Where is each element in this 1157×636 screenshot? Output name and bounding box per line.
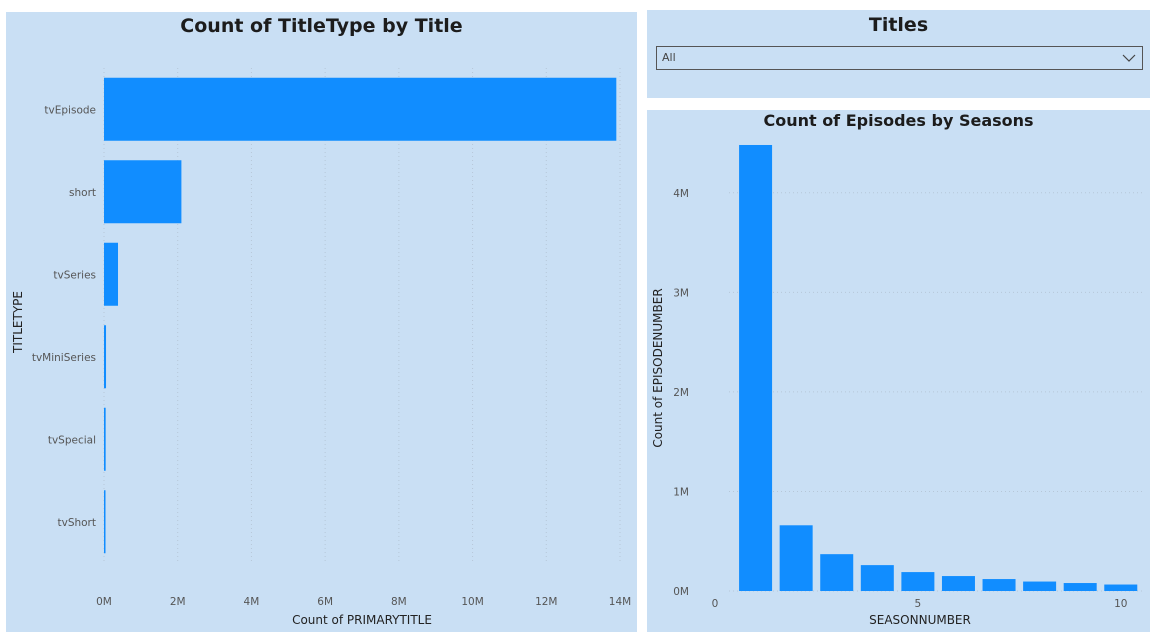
bar bbox=[779, 525, 813, 591]
y-tick-label: 1M bbox=[673, 486, 689, 498]
y-axis-title: Count of EPISODENUMBER bbox=[651, 288, 665, 447]
y-axis-title: TITLETYPE bbox=[11, 291, 25, 354]
bar bbox=[104, 160, 182, 224]
y-category-label: tvShort bbox=[57, 517, 96, 529]
bar bbox=[104, 325, 107, 389]
y-tick-label: 0M bbox=[673, 586, 689, 598]
titles-slicer-panel: Titles All bbox=[647, 10, 1150, 98]
bar bbox=[104, 407, 106, 471]
y-tick-label: 4M bbox=[673, 188, 689, 200]
x-tick-label: 2M bbox=[170, 596, 186, 608]
bar bbox=[860, 565, 894, 591]
x-tick-label: 10 bbox=[1114, 598, 1127, 610]
episodes-bar-chart: 0M 1M 2M 3M 4M 0 5 10 SEASONNUMBER Count of EPISO… bbox=[651, 144, 1143, 627]
bar bbox=[1063, 583, 1097, 591]
titletype-bar-chart: 0M 2M 4M 6M 8M 10M 12M 14M tvEpisode short tvSerie… bbox=[11, 68, 631, 627]
y-category-label: tvEpisode bbox=[44, 104, 96, 116]
x-tick-label: 0 bbox=[712, 598, 719, 610]
x-tick-label: 0M bbox=[96, 596, 112, 608]
chevron-down-icon bbox=[1122, 54, 1136, 62]
titles-dropdown[interactable]: All bbox=[656, 46, 1143, 70]
bar bbox=[982, 579, 1016, 591]
bar bbox=[104, 490, 106, 554]
y-tick-label: 2M bbox=[673, 387, 689, 399]
bar bbox=[104, 242, 119, 306]
bar bbox=[901, 572, 935, 591]
x-axis-title: Count of PRIMARYTITLE bbox=[292, 613, 432, 627]
bar bbox=[739, 144, 773, 591]
slicer-title: Titles bbox=[868, 14, 929, 36]
y-category-label: tvMiniSeries bbox=[32, 352, 96, 364]
x-tick-label: 12M bbox=[535, 596, 557, 608]
x-tick-label: 14M bbox=[609, 596, 631, 608]
bar bbox=[941, 576, 975, 591]
x-tick-label: 10M bbox=[461, 596, 483, 608]
bar bbox=[1023, 581, 1057, 591]
bar bbox=[820, 554, 854, 591]
x-tick-label: 4M bbox=[244, 596, 260, 608]
x-tick-label: 8M bbox=[391, 596, 407, 608]
dropdown-selected-value: All bbox=[662, 51, 676, 64]
chart-title: Count of Episodes by Seasons bbox=[763, 111, 1034, 130]
x-axis-title: SEASONNUMBER bbox=[869, 613, 971, 627]
x-tick-label: 6M bbox=[317, 596, 333, 608]
y-category-label: tvSpecial bbox=[48, 434, 96, 446]
y-category-label: short bbox=[69, 187, 96, 199]
y-category-label: tvSeries bbox=[53, 269, 96, 281]
y-tick-label: 3M bbox=[673, 287, 689, 299]
titletype-chart-panel: Count of TitleType by Title 0M 2M 4M 6M 8M 10… bbox=[6, 12, 637, 632]
x-tick-label: 5 bbox=[915, 598, 922, 610]
bar bbox=[104, 77, 617, 141]
bar bbox=[1104, 584, 1138, 591]
chart-title: Count of TitleType by Title bbox=[180, 15, 463, 37]
episodes-chart-panel: Count of Episodes by Seasons 0M 1M 2M 3M 4M 0… bbox=[647, 110, 1150, 632]
